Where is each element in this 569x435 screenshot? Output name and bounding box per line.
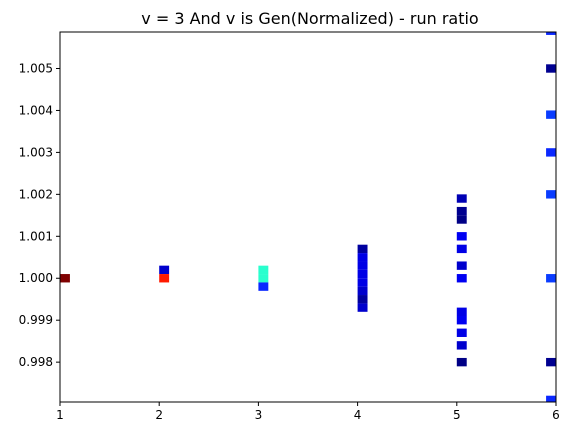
heatmap-cell-25 <box>456 357 467 367</box>
heatmap-cell-32 <box>546 357 556 367</box>
heatmap-cell-28 <box>546 110 556 119</box>
heatmap-cell-4 <box>258 274 269 283</box>
heatmap-cell-23 <box>456 328 467 337</box>
heatmap-cell-14 <box>456 194 467 203</box>
heatmap-cell-27 <box>546 64 556 73</box>
heatmap-cell-16 <box>456 215 467 224</box>
heatmap-cell-20 <box>456 274 467 283</box>
chart-title: v = 3 And v is Gen(Normalized) - run rat… <box>141 9 478 28</box>
heatmap-cell-11 <box>357 286 368 296</box>
heatmap-cell-31 <box>546 274 556 283</box>
y-tick-label-6: 1.004 <box>19 103 53 117</box>
heatmap-cell-33 <box>546 395 556 402</box>
heatmap-cell-13 <box>357 303 368 312</box>
heatmap-cells <box>60 32 556 402</box>
heatmap-cell-26 <box>546 32 556 35</box>
heatmap-cell-19 <box>456 261 467 270</box>
heatmap-cell-2 <box>159 274 170 283</box>
heatmap-cell-9 <box>357 269 368 279</box>
heatmap-cell-7 <box>357 253 368 262</box>
y-tick-label-5: 1.003 <box>19 145 53 159</box>
x-tick-label-3: 4 <box>354 408 362 422</box>
y-tick-label-4: 1.002 <box>19 187 53 201</box>
heatmap-cell-21 <box>456 307 467 316</box>
heatmap-cell-8 <box>357 261 368 270</box>
plot-frame <box>59 31 557 403</box>
heatmap-cell-6 <box>357 244 368 254</box>
x-tick-label-0: 1 <box>56 408 64 422</box>
x-tick-label-2: 3 <box>255 408 263 422</box>
x-tick-label-5: 6 <box>552 408 560 422</box>
heatmap-cell-1 <box>159 265 170 275</box>
x-tick-label-1: 2 <box>155 408 163 422</box>
heatmap-cell-18 <box>456 244 467 254</box>
heatmap-cell-29 <box>546 148 556 157</box>
heatmap-cell-15 <box>456 206 467 216</box>
heatmap-cell-12 <box>357 295 368 304</box>
heatmap-cell-3 <box>258 265 269 275</box>
heatmap-cell-0 <box>60 274 70 283</box>
y-tick-label-0: 0.998 <box>19 355 53 369</box>
heatmap-cell-17 <box>456 232 467 241</box>
y-tick-label-7: 1.005 <box>19 61 53 75</box>
x-tick-label-4: 5 <box>453 408 461 422</box>
axes: 1 2 3 4 5 6 0.998 0.999 1.000 1.001 1.002 1.003 1.00… <box>19 61 560 422</box>
y-tick-label-2: 1.000 <box>19 271 53 285</box>
heatmap-cell-22 <box>456 316 467 325</box>
y-tick-label-1: 0.999 <box>19 313 53 327</box>
y-tick-label-3: 1.001 <box>19 229 53 243</box>
heatmap-cell-10 <box>357 278 368 287</box>
heatmap-cell-30 <box>546 190 556 199</box>
heatmap-cell-5 <box>258 282 269 291</box>
heatmap-cell-24 <box>456 341 467 350</box>
